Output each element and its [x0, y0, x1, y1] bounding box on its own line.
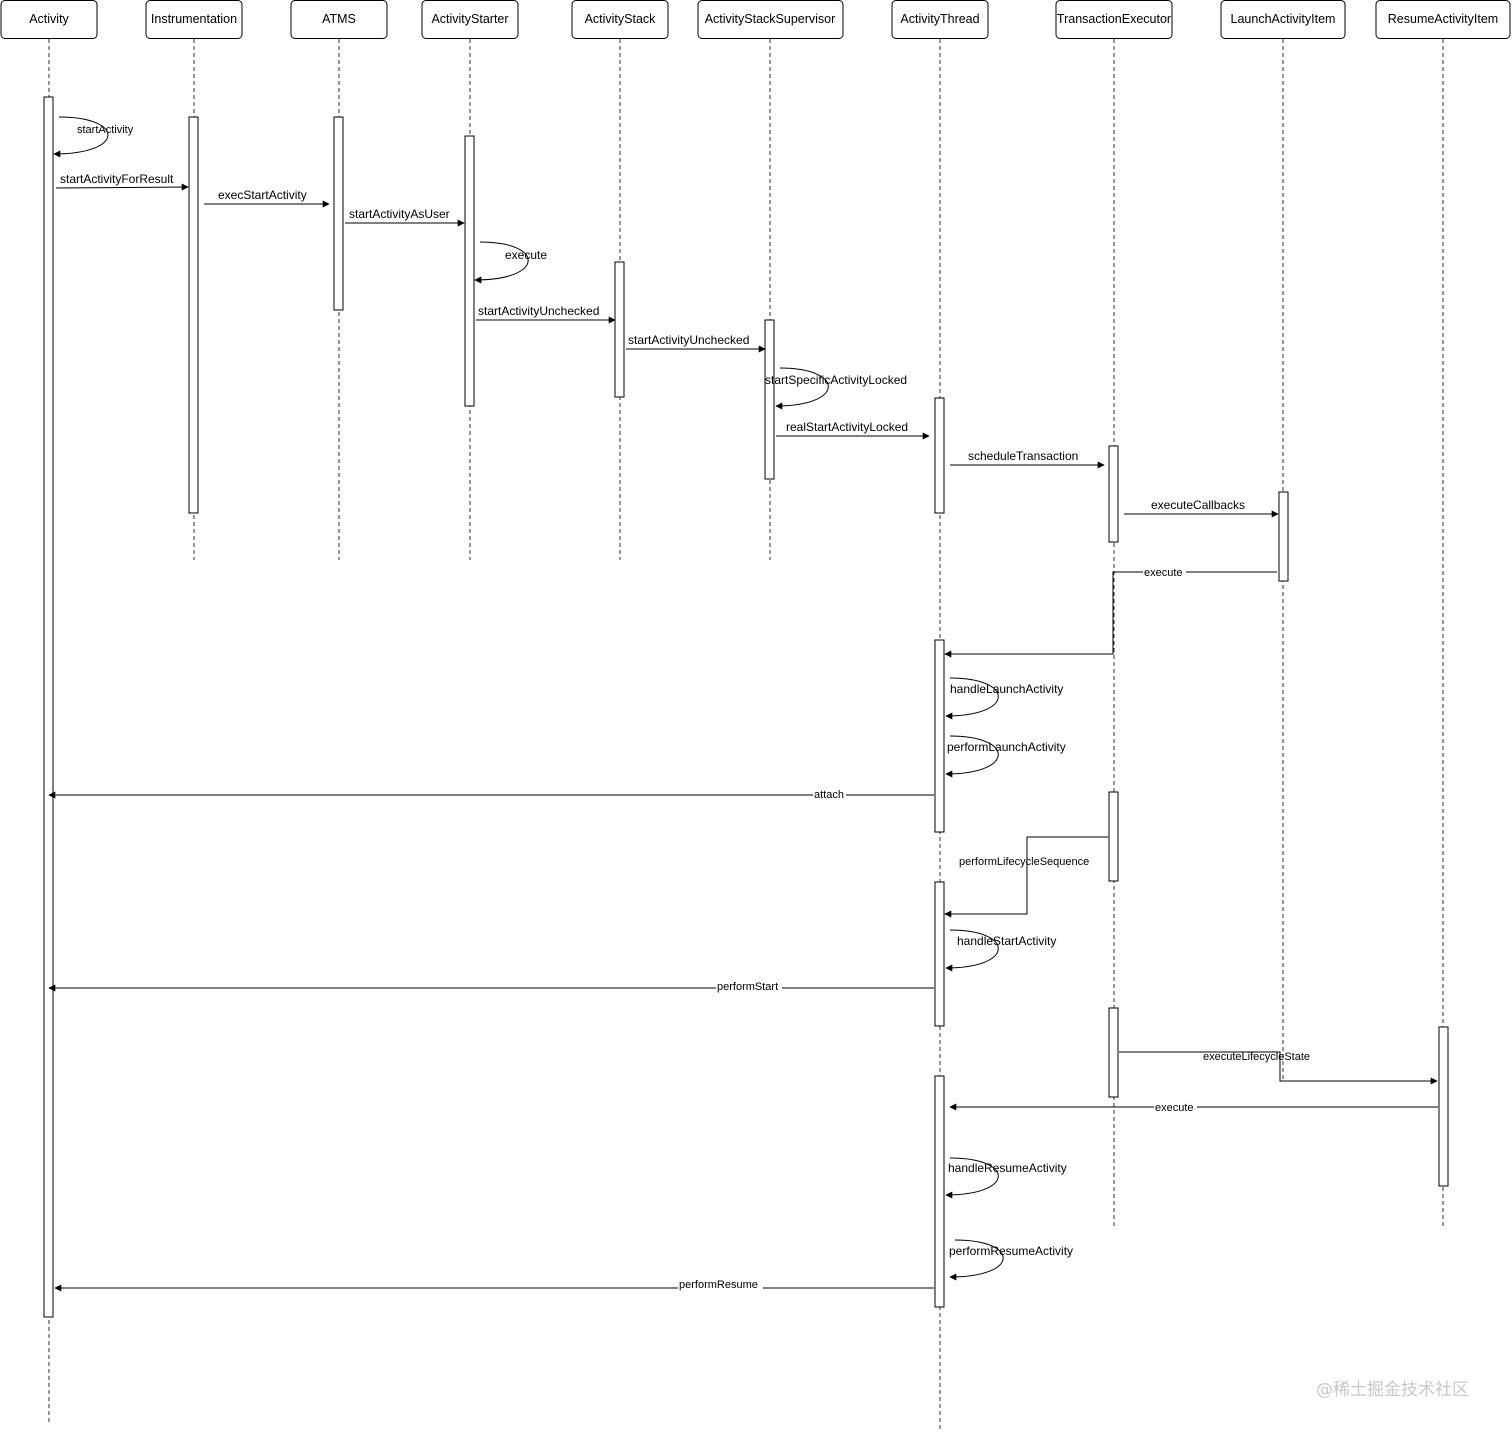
arrow-execute-1: [474, 241, 529, 284]
message-label-handle-launch-activity: handleLaunchActivity: [950, 682, 1063, 696]
arrow-start-specific-activity-locked: [775, 367, 829, 410]
participant-box-transaction-executor: [1055, 0, 1173, 39]
participant-box-activity-stack: [571, 0, 669, 39]
activation-transaction-executor-1: [1108, 445, 1119, 543]
message-label-start-activity-unchecked-2: startActivityUnchecked: [628, 333, 749, 347]
message-label-execute-lifecycle-state: executeLifecycleState: [1203, 1051, 1310, 1063]
participant-label-activity: Activity: [29, 12, 69, 26]
message-arrows: [48, 116, 1438, 1292]
message-label-perform-lifecycle-sequence: performLifecycleSequence: [959, 856, 1089, 868]
activation-activity-thread-3: [934, 881, 945, 1027]
message-label-start-activity-as-user: startActivityAsUser: [349, 207, 450, 221]
activation-activity-stack-supervisor: [764, 319, 775, 480]
activation-transaction-executor-2: [1108, 791, 1119, 882]
participant-box-activity-thread: [891, 0, 989, 39]
activation-activity-thread-4: [934, 1075, 945, 1308]
message-label-perform-resume-activity: performResumeActivity: [949, 1244, 1073, 1258]
message-label-perform-start: performStart: [717, 981, 778, 993]
participant-box-atms: [290, 0, 388, 39]
message-label-real-start-activity-locked: realStartActivityLocked: [786, 420, 908, 434]
message-label-execute-callbacks: executeCallbacks: [1151, 498, 1245, 512]
activation-launch-activity-item: [1278, 491, 1289, 582]
participant-box-activity-stack-supervisor: [697, 0, 844, 39]
activation-atms: [333, 116, 344, 311]
activation-instrumentation: [188, 116, 199, 514]
message-label-execute-2: execute: [1144, 567, 1183, 579]
arrow-handle-start-activity: [945, 929, 999, 972]
participant-label-resume-activity-item: ResumeActivityItem: [1388, 12, 1498, 26]
participant-headers: [0, 0, 1511, 39]
participant-box-resume-activity-item: [1375, 0, 1511, 39]
participant-label-instrumentation: Instrumentation: [151, 12, 237, 26]
activation-activity-thread-1: [934, 397, 945, 514]
arrow-perform-lifecycle-sequence: [944, 836, 1108, 918]
message-label-execute-3: execute: [1155, 1102, 1194, 1114]
activation-transaction-executor-3: [1108, 1007, 1119, 1098]
participant-label-atms: ATMS: [322, 12, 356, 26]
participant-box-launch-activity-item: [1220, 0, 1346, 39]
arrow-perform-resume-activity: [949, 1239, 1004, 1281]
participant-label-activity-starter: ActivityStarter: [431, 12, 508, 26]
arrow-start-activity-for-result: [55, 183, 189, 191]
watermark-text: @稀土掘金技术社区: [1316, 1380, 1469, 1400]
message-label-start-activity-unchecked-1: startActivityUnchecked: [478, 304, 599, 318]
participant-label-launch-activity-item: LaunchActivityItem: [1231, 12, 1336, 26]
message-label-perform-launch-activity: performLaunchActivity: [947, 740, 1066, 754]
activation-activity-starter: [464, 135, 475, 407]
participant-box-activity: [0, 0, 98, 39]
message-label-handle-start-activity: handleStartActivity: [957, 934, 1056, 948]
activation-activity-thread-2: [934, 639, 945, 833]
participant-label-activity-stack: ActivityStack: [585, 12, 657, 26]
message-label-start-specific-activity-locked: startSpecificActivityLocked: [765, 373, 907, 387]
message-label-start-activity: startActivity: [77, 124, 134, 136]
participant-label-activity-stack-supervisor: ActivityStackSupervisor: [705, 12, 836, 26]
participant-box-activity-starter: [421, 0, 519, 39]
activation-activity: [43, 96, 54, 1318]
arrow-execute-2: [944, 571, 1277, 658]
arrow-start-activity: [53, 116, 109, 158]
arrow-handle-resume-activity: [945, 1157, 999, 1199]
activation-activity-stack: [614, 261, 625, 398]
participant-box-instrumentation: [145, 0, 243, 39]
message-label-attach: attach: [814, 789, 844, 801]
participant-label-transaction-executor: TransactionExecutor: [1057, 12, 1171, 26]
message-label-handle-resume-activity: handleResumeActivity: [948, 1161, 1067, 1175]
message-label-schedule-transaction: scheduleTransaction: [968, 449, 1078, 463]
activations: [43, 96, 1449, 1318]
activation-resume-activity-item: [1438, 1026, 1449, 1187]
message-label-start-activity-for-result: startActivityForResult: [60, 172, 174, 186]
message-label-perform-resume: performResume: [679, 1279, 758, 1291]
message-label-execute-1: execute: [505, 248, 547, 262]
message-label-exec-start-activity: execStartActivity: [218, 188, 307, 202]
arrow-execute-lifecycle-state: [1119, 1051, 1438, 1085]
arrow-perform-launch-activity: [945, 735, 999, 778]
participant-label-activity-thread: ActivityThread: [900, 12, 979, 26]
arrow-handle-launch-activity: [945, 677, 999, 720]
lifelines: [48, 39, 1444, 1432]
